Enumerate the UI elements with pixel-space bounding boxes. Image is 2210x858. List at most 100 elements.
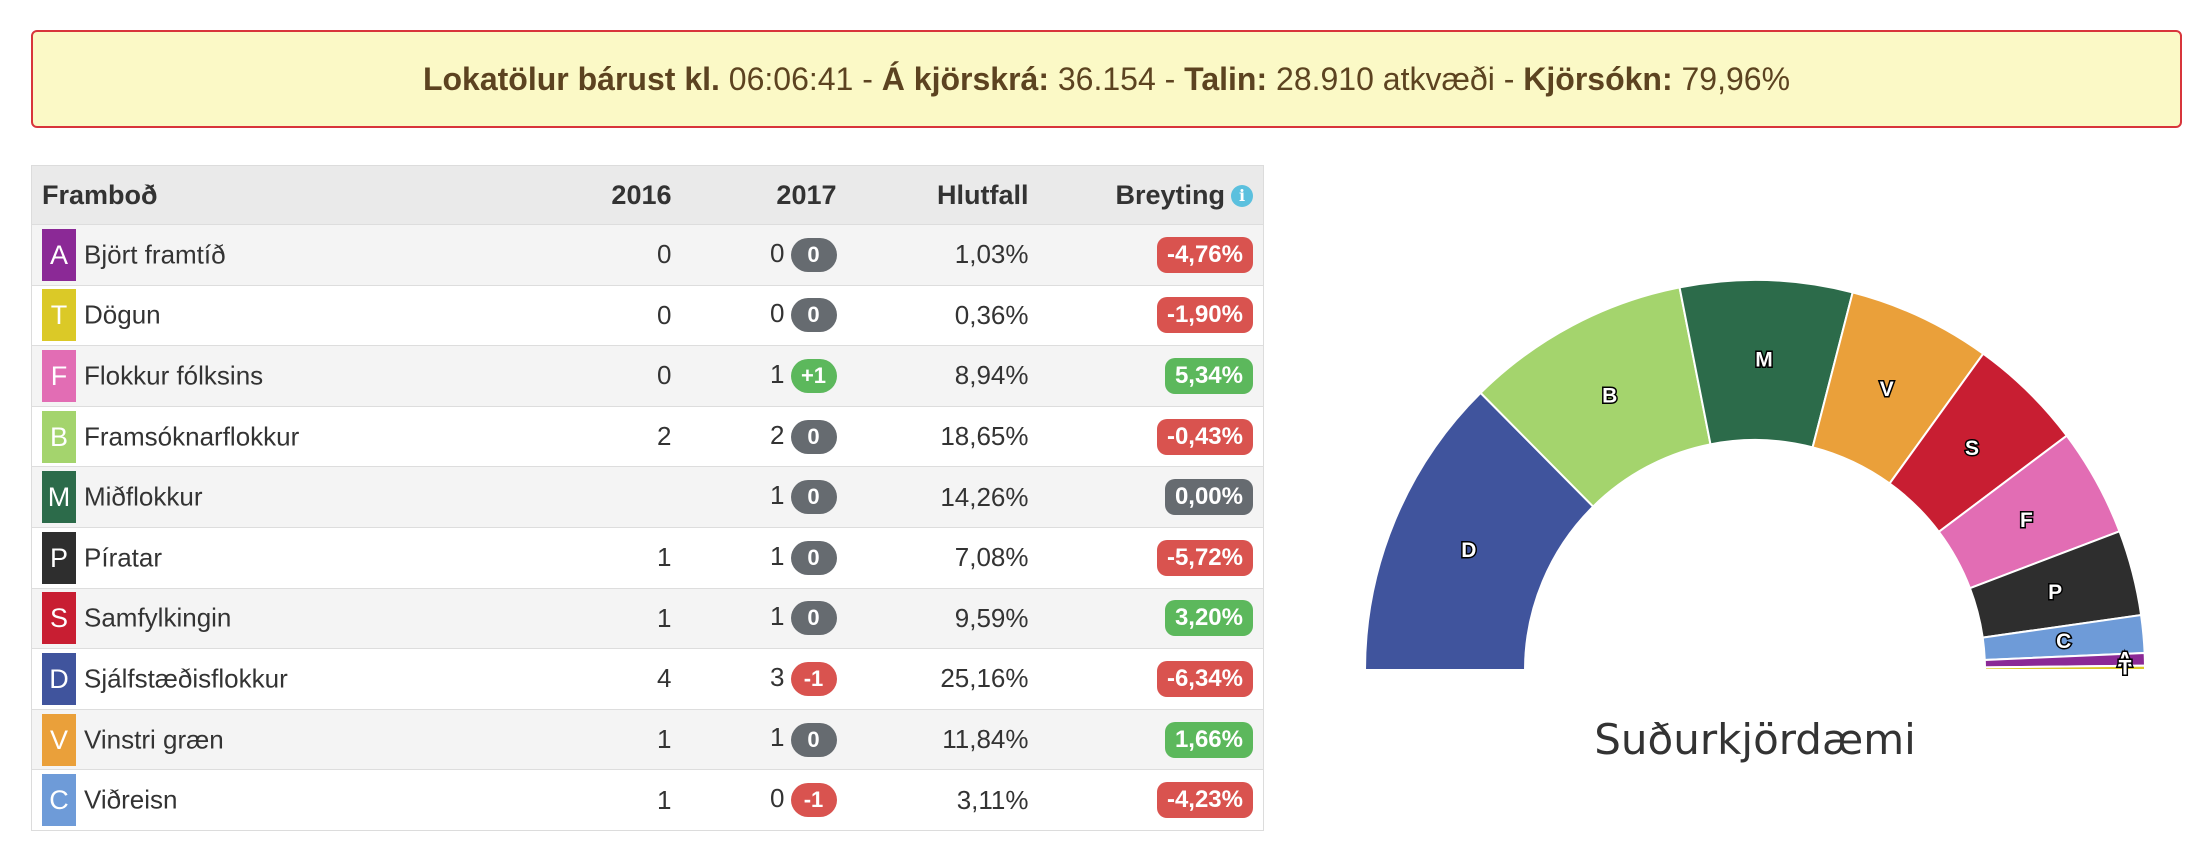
header-change[interactable]: Breyting i bbox=[1039, 166, 1264, 225]
seats-2017-cell: 3 -1 bbox=[682, 649, 847, 710]
party-name[interactable]: Flokkur fólksins bbox=[84, 360, 264, 391]
party-name[interactable]: Dögun bbox=[84, 299, 161, 330]
change-cell: -4,23% bbox=[1039, 770, 1264, 831]
seats-2017: 2 bbox=[770, 419, 785, 450]
slice-t[interactable] bbox=[1983, 664, 2147, 671]
party-name[interactable]: Píratar bbox=[84, 542, 163, 573]
hemicycle-chart: D B M V S F P C AT bbox=[1363, 279, 2147, 681]
party-cell: D Sjálfstæðisflokkur bbox=[32, 649, 527, 710]
seats-2016: 2 bbox=[657, 421, 672, 452]
turnout-value: 79,96% bbox=[1681, 60, 1791, 97]
slice-label-s: S bbox=[1965, 437, 1979, 460]
seats-2016: 0 bbox=[657, 360, 672, 391]
seats-2017-cell: 1 +1 bbox=[682, 346, 847, 407]
change-cell: -6,34% bbox=[1039, 649, 1264, 710]
header-2017[interactable]: 2017 bbox=[776, 179, 837, 210]
seats-2016: 0 bbox=[657, 239, 672, 270]
party-name[interactable]: Framsóknarflokkur bbox=[84, 421, 300, 452]
vote-share: 0,36% bbox=[954, 299, 1029, 330]
slice-label-p: P bbox=[2048, 581, 2062, 604]
electorate-value: 36.154 bbox=[1057, 60, 1156, 97]
party-letter-badge: V bbox=[42, 713, 76, 766]
slice-label-t: T bbox=[2119, 656, 2132, 679]
seat-change-badge: 0 bbox=[790, 237, 837, 272]
seats-2017: 0 bbox=[770, 783, 785, 814]
vote-share: 7,08% bbox=[954, 542, 1029, 573]
seats-2017: 1 bbox=[770, 358, 785, 389]
slice-label-d: D bbox=[1461, 539, 1476, 562]
seats-2017: 3 bbox=[770, 661, 785, 692]
vote-share: 14,26% bbox=[940, 481, 1029, 512]
party-letter-badge: F bbox=[42, 349, 76, 402]
slice-label-m: M bbox=[1755, 349, 1773, 372]
party-name[interactable]: Viðreisn bbox=[84, 784, 178, 815]
change-cell: -5,72% bbox=[1039, 527, 1264, 588]
table-row: D Sjálfstæðisflokkur 4 3 -1 25,16% -6,34% bbox=[31, 648, 1264, 710]
seats-2017: 0 bbox=[770, 237, 785, 268]
header-party[interactable]: Framboð bbox=[42, 179, 158, 210]
change-badge: -1,90% bbox=[1156, 297, 1253, 334]
seats-2017-cell: 0 -1 bbox=[682, 770, 847, 831]
header-2016[interactable]: 2016 bbox=[611, 179, 672, 210]
seat-change-badge: 0 bbox=[790, 601, 837, 636]
party-name[interactable]: Samfylkingin bbox=[84, 602, 232, 633]
counted-label: Talin: bbox=[1184, 60, 1268, 97]
change-badge: -6,34% bbox=[1156, 660, 1253, 697]
party-name[interactable]: Björt framtíð bbox=[84, 239, 226, 270]
party-letter-badge: S bbox=[42, 592, 76, 645]
seat-change-badge: 0 bbox=[790, 419, 837, 454]
change-badge: -5,72% bbox=[1156, 539, 1253, 576]
table-row: B Framsóknarflokkur 2 2 0 18,65% -0,43% bbox=[31, 406, 1264, 467]
results-table: Framboð 2016 2017 Hlutfall Breyting i A Bj… bbox=[31, 165, 1264, 831]
seats-2017: 0 bbox=[770, 298, 785, 329]
table-row: P Píratar 1 1 0 7,08% -5,72% bbox=[31, 527, 1264, 589]
party-letter-badge: A bbox=[42, 228, 76, 281]
change-cell: -1,90% bbox=[1039, 285, 1264, 346]
party-cell: B Framsóknarflokkur bbox=[32, 406, 527, 467]
seats-2016 bbox=[527, 467, 682, 528]
seat-change-badge: +1 bbox=[790, 359, 837, 394]
change-cell: -0,43% bbox=[1039, 406, 1264, 467]
seats-2017: 1 bbox=[770, 480, 785, 511]
change-badge: 3,20% bbox=[1164, 600, 1253, 637]
vote-share: 18,65% bbox=[940, 421, 1029, 452]
vote-share: 8,94% bbox=[954, 360, 1029, 391]
slice-label-c: C bbox=[2056, 630, 2071, 653]
change-cell: 3,20% bbox=[1039, 588, 1264, 649]
change-badge: -4,23% bbox=[1156, 782, 1253, 819]
table-row: M Miðflokkur 1 0 14,26% 0,00% bbox=[31, 466, 1264, 528]
party-cell: P Píratar bbox=[32, 527, 527, 588]
change-badge: 1,66% bbox=[1164, 721, 1253, 758]
seats-2017: 1 bbox=[770, 540, 785, 571]
party-name[interactable]: Vinstri græn bbox=[84, 724, 224, 755]
party-cell: V Vinstri græn bbox=[32, 709, 527, 770]
seats-2016: 1 bbox=[657, 542, 672, 573]
info-icon[interactable]: i bbox=[1231, 185, 1253, 208]
change-badge: -4,76% bbox=[1156, 236, 1253, 273]
table-row: F Flokkur fólksins 0 1 +1 8,94% 5,34% bbox=[31, 345, 1264, 407]
party-name[interactable]: Sjálfstæðisflokkur bbox=[84, 663, 288, 694]
slice-label-f: F bbox=[2020, 509, 2033, 532]
change-cell: 1,66% bbox=[1039, 709, 1264, 770]
slice-label-a: A bbox=[2117, 648, 2132, 671]
vote-share: 9,59% bbox=[954, 602, 1029, 633]
party-cell: F Flokkur fólksins bbox=[32, 346, 527, 407]
change-badge: 0,00% bbox=[1164, 479, 1253, 516]
table-header-row: Framboð 2016 2017 Hlutfall Breyting i bbox=[31, 165, 1264, 225]
party-name[interactable]: Miðflokkur bbox=[84, 481, 203, 512]
change-cell: 0,00% bbox=[1039, 467, 1264, 528]
seat-change-badge: 0 bbox=[790, 298, 837, 333]
seat-change-badge: -1 bbox=[790, 662, 837, 697]
slice-label-v: V bbox=[1880, 378, 1894, 401]
party-letter-badge: M bbox=[42, 471, 76, 524]
seats-2017: 1 bbox=[770, 601, 785, 632]
seat-change-badge: 0 bbox=[790, 722, 837, 757]
header-share[interactable]: Hlutfall bbox=[937, 179, 1029, 210]
electorate-label: Á kjörskrá: bbox=[881, 60, 1049, 97]
header-change-label: Breyting bbox=[1115, 179, 1225, 210]
seat-change-badge: 0 bbox=[790, 540, 837, 575]
vote-share: 25,16% bbox=[940, 663, 1029, 694]
